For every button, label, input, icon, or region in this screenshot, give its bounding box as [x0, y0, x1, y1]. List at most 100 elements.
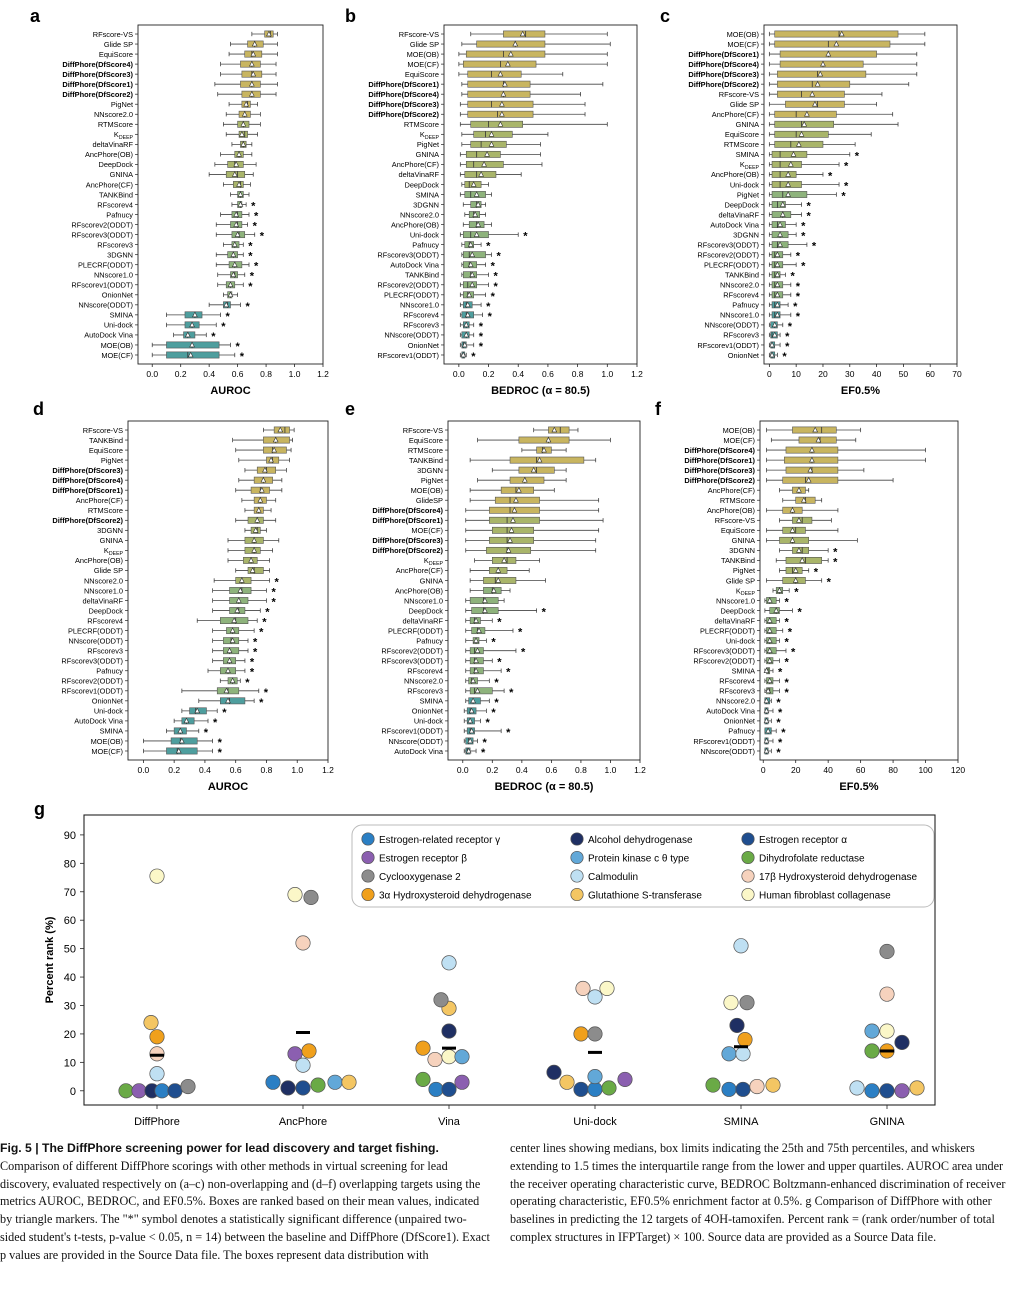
box-row: RFscorev4 * [719, 677, 789, 689]
significance-star: * [776, 747, 781, 759]
mean-marker [249, 60, 255, 67]
mean-marker [241, 110, 248, 117]
target-point [441, 1081, 457, 1097]
box-row: NNscore2.0 * [404, 677, 499, 689]
box-row: MOE(OB) * [91, 737, 223, 749]
box-row: DiffPhore(DfScore3) [372, 536, 597, 545]
significance-star: * [855, 150, 860, 162]
mean-marker [257, 496, 264, 503]
significance-star: * [778, 737, 783, 749]
x-tick-label: 100 [918, 765, 932, 775]
x-tick-label: 0.8 [572, 369, 584, 379]
method-label: RFscorev2(ODDT) [381, 646, 443, 655]
method-label: MOE(CF) [727, 40, 759, 49]
significance-star: * [788, 627, 793, 639]
method-label: DeepDock [88, 606, 123, 615]
mean-marker [776, 587, 783, 593]
method-label: NNscore1.0 [720, 311, 759, 320]
x-axis-label: AUROC [208, 781, 248, 793]
method-label: RFscorev1(ODDT) [61, 687, 123, 696]
x-tick-label: 0.2 [486, 765, 498, 775]
box-row: RFscorev3 * [403, 321, 483, 333]
method-label: OnionNet [728, 351, 759, 360]
method-label: DiffPhore(DfScore4) [684, 446, 755, 455]
mean-marker [231, 261, 238, 267]
significance-star: * [782, 351, 787, 363]
method-label: AncPhore(OB) [707, 506, 755, 515]
mean-marker [223, 687, 230, 694]
mean-marker [796, 141, 802, 147]
significance-star: * [248, 241, 253, 253]
x-tick-label: 40 [872, 369, 882, 379]
mean-marker [763, 737, 770, 744]
target-point [587, 989, 603, 1005]
box-row: AncPhore(OB) [85, 150, 253, 159]
mean-marker [227, 281, 234, 288]
box-row: Glide SP [730, 100, 877, 109]
method-label: MOE(CF) [723, 436, 755, 445]
mean-marker [771, 321, 778, 328]
method-label: 3DGNN [97, 526, 123, 535]
box [469, 687, 493, 695]
mean-marker [774, 281, 781, 288]
method-label: DeepDock [724, 200, 759, 209]
significance-star: * [486, 241, 491, 253]
x-tick-label: 0.2 [175, 369, 187, 379]
method-label: OnionNet [92, 697, 123, 706]
box-row: OnionNet * [412, 707, 497, 719]
panel-label: b [345, 6, 356, 26]
target-point [601, 1080, 617, 1096]
box-row: AutoDock Vina * [84, 331, 216, 343]
method-label: AutoDock Vina [706, 707, 756, 716]
method-label: RFscorev1(ODDT) [381, 727, 443, 736]
method-label: Glide SP [726, 576, 755, 585]
target-point [735, 1081, 751, 1097]
method-label: NNscore2.0 [94, 110, 133, 119]
box-row: KDEEP [104, 546, 274, 557]
legend-entry: Estrogen receptor β [379, 854, 467, 865]
box-row: RFscorev3(ODDT) * [697, 240, 816, 252]
x-tick-label: 0.6 [232, 369, 244, 379]
mean-marker [468, 707, 475, 714]
panel-d: d 0.0 0.2 0.4 0.6 0.8 1.0 1.2 AUROC RFscore-VSTAN… [33, 399, 334, 793]
box-row: RFscorev2(ODDT) * [693, 657, 789, 669]
legend-entry: Estrogen receptor α [759, 835, 847, 846]
mean-marker [809, 446, 815, 453]
method-label: MOE(OB) [723, 426, 755, 435]
box-row: RFscorev3(ODDT) * [61, 657, 255, 669]
mean-marker [272, 436, 279, 443]
method-label: RTMScore [404, 120, 439, 129]
box-row: AncPhore(OB) [75, 556, 270, 565]
box-row: AncPhore(OB) [391, 220, 492, 229]
mean-marker [234, 231, 241, 237]
mean-marker [504, 60, 511, 67]
mean-marker [240, 141, 247, 147]
method-label: EquiScore [89, 446, 123, 455]
legend-entry: Human fibroblast collagenase [759, 891, 891, 902]
box-row: PigNet [101, 456, 290, 465]
significance-star: * [250, 657, 255, 669]
method-points [265, 887, 357, 1096]
significance-star: * [271, 587, 276, 599]
method-label: RFscorev2(ODDT) [71, 220, 133, 229]
significance-star: * [506, 667, 511, 679]
method-label: DiffPhore(DfScore3) [368, 100, 439, 109]
mean-marker [187, 351, 194, 358]
box-row: RFscorev4 * [407, 667, 511, 679]
box-row: RTMScore [404, 120, 608, 129]
mean-marker [226, 647, 233, 653]
significance-star: * [479, 321, 484, 333]
legend-swatch [741, 869, 755, 883]
target-point [310, 1077, 326, 1093]
box-row: AncPhore(CF) [396, 566, 530, 575]
significance-star: * [471, 351, 476, 363]
method-label: RFscorev4 [403, 311, 439, 320]
significance-star: * [801, 261, 806, 273]
method-label: RFscorev1(ODDT) [697, 341, 759, 350]
method-label: AncPhore(CF) [712, 110, 759, 119]
y-tick-label: 60 [64, 915, 76, 927]
method-label: RFscorev4 [719, 677, 755, 686]
method-label: MOE(CF) [91, 747, 123, 756]
mean-marker [183, 717, 190, 724]
target-point [295, 935, 311, 951]
